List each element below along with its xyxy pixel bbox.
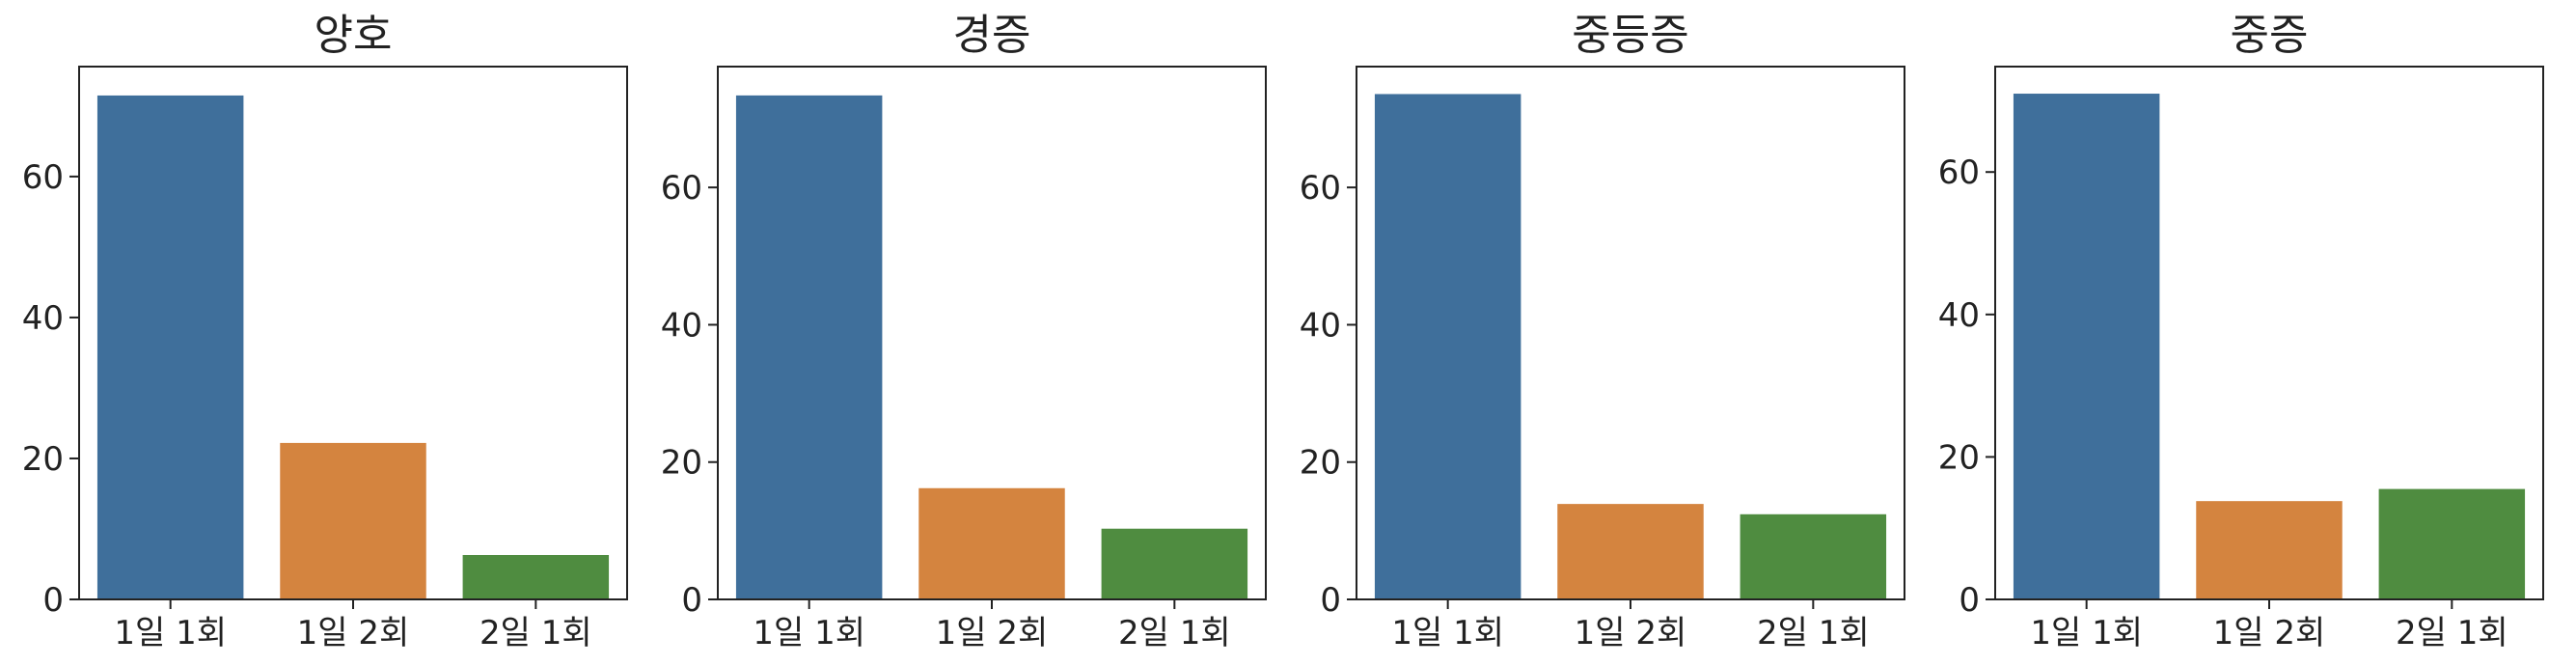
plot-frame bbox=[717, 66, 1267, 600]
x-tick-label: 1일 1회 bbox=[1391, 614, 1504, 652]
y-tick-label: 0 bbox=[1959, 581, 1980, 620]
y-tick-label: 60 bbox=[661, 169, 702, 208]
panel-title: 중등증 bbox=[1572, 11, 1688, 60]
bar-3 bbox=[1740, 513, 1887, 599]
panel-title: 경증 bbox=[953, 11, 1031, 60]
y-tick-label: 20 bbox=[661, 444, 702, 483]
bar-3 bbox=[1101, 528, 1248, 599]
x-tick-label: 1일 1회 bbox=[753, 614, 865, 652]
y-tick-label: 0 bbox=[1320, 581, 1341, 620]
chart-panel-2: 경증 1일 1회 1일 2회 2일 1회 0 20 40 60 bbox=[661, 11, 1267, 652]
panel-title: 중증 bbox=[2231, 11, 2309, 60]
chart-panel-1: 양호 1일 1회 1일 2회 2일 1회 0 20 40 60 bbox=[22, 11, 628, 652]
x-tick-label: 2일 1회 bbox=[1757, 614, 1870, 652]
x-tick-label: 2일 1회 bbox=[2396, 614, 2508, 652]
bar-3 bbox=[2378, 488, 2526, 599]
plot-frame bbox=[78, 66, 628, 600]
x-tick-label: 2일 1회 bbox=[1118, 614, 1231, 652]
y-tick-label: 0 bbox=[42, 581, 64, 620]
x-tick-label: 2일 1회 bbox=[480, 614, 592, 652]
y-tick-label: 40 bbox=[1300, 306, 1341, 345]
bar-2 bbox=[918, 487, 1065, 599]
bar-1 bbox=[2013, 94, 2160, 599]
plot-frame bbox=[1994, 66, 2544, 600]
plot-frame bbox=[1356, 66, 1905, 600]
x-tick-label: 1일 2회 bbox=[2213, 614, 2326, 652]
y-tick-label: 20 bbox=[1938, 438, 1980, 477]
bar-1 bbox=[735, 95, 883, 600]
y-tick-label: 20 bbox=[1300, 444, 1341, 483]
bar-1 bbox=[96, 95, 244, 599]
x-tick-label: 1일 1회 bbox=[2030, 614, 2143, 652]
bar-2 bbox=[280, 442, 426, 599]
y-tick-label: 20 bbox=[22, 440, 64, 479]
y-tick-label: 0 bbox=[681, 581, 702, 620]
y-tick-label: 60 bbox=[1938, 153, 1980, 192]
x-tick-label: 1일 2회 bbox=[1575, 614, 1687, 652]
x-tick-label: 1일 2회 bbox=[297, 614, 410, 652]
y-tick-label: 60 bbox=[22, 158, 64, 197]
y-tick-label: 40 bbox=[1938, 296, 1980, 335]
bar-3 bbox=[462, 555, 610, 599]
bar-2 bbox=[2196, 501, 2343, 599]
bar-1 bbox=[1374, 94, 1521, 599]
x-tick-label: 1일 2회 bbox=[936, 614, 1049, 652]
y-tick-label: 40 bbox=[22, 299, 64, 338]
bar-2 bbox=[1557, 504, 1704, 599]
chart-panel-3: 중등증 1일 1회 1일 2회 2일 1회 0 20 40 60 bbox=[1300, 11, 1905, 652]
chart-panel-4: 중증 1일 1회 1일 2회 2일 1회 0 20 40 60 bbox=[1938, 11, 2544, 652]
y-tick-label: 60 bbox=[1300, 169, 1341, 208]
x-tick-label: 1일 1회 bbox=[114, 614, 227, 652]
panel-title: 양호 bbox=[315, 11, 393, 60]
y-tick-label: 40 bbox=[661, 306, 702, 345]
